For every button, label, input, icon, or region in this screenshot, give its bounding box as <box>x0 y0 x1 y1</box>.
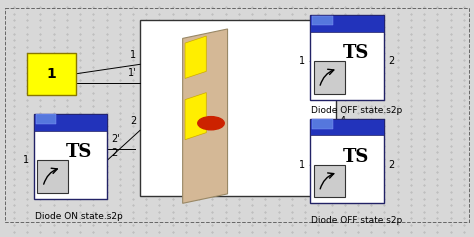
Text: 1: 1 <box>130 50 137 59</box>
Text: 1: 1 <box>300 160 306 170</box>
Text: 1: 1 <box>23 155 29 165</box>
Text: TS: TS <box>343 148 369 166</box>
Text: Diode OFF state.s2p: Diode OFF state.s2p <box>311 216 402 225</box>
Text: 1: 1 <box>46 67 56 81</box>
Polygon shape <box>185 36 206 78</box>
Text: Diode OFF state.s2p: Diode OFF state.s2p <box>311 105 402 114</box>
Bar <box>36 114 56 124</box>
Bar <box>314 61 345 94</box>
Polygon shape <box>182 29 228 203</box>
Bar <box>310 15 383 32</box>
Text: 1: 1 <box>300 56 306 67</box>
Bar <box>310 118 383 203</box>
Bar <box>140 19 336 196</box>
Bar <box>310 118 383 136</box>
Bar <box>312 16 333 25</box>
Bar <box>37 160 68 193</box>
Bar <box>27 53 76 95</box>
Text: 1': 1' <box>128 68 137 78</box>
Bar <box>312 119 333 128</box>
Bar <box>34 114 107 199</box>
Text: 2: 2 <box>130 116 137 126</box>
Text: 2: 2 <box>388 56 394 67</box>
Bar <box>314 165 345 197</box>
Text: 3': 3' <box>340 68 349 78</box>
Text: 2: 2 <box>111 148 117 158</box>
Text: 3: 3 <box>340 50 346 59</box>
Text: Diode ON state.s2p: Diode ON state.s2p <box>35 212 122 221</box>
Text: 4: 4 <box>340 116 346 126</box>
Text: 4': 4' <box>340 134 349 144</box>
Bar <box>310 15 383 100</box>
Text: 2': 2' <box>111 134 119 144</box>
Text: TS: TS <box>66 143 92 161</box>
Polygon shape <box>185 93 206 140</box>
Text: TS: TS <box>343 44 369 62</box>
Circle shape <box>198 117 224 130</box>
Text: 2: 2 <box>388 160 394 170</box>
Bar <box>34 114 107 131</box>
